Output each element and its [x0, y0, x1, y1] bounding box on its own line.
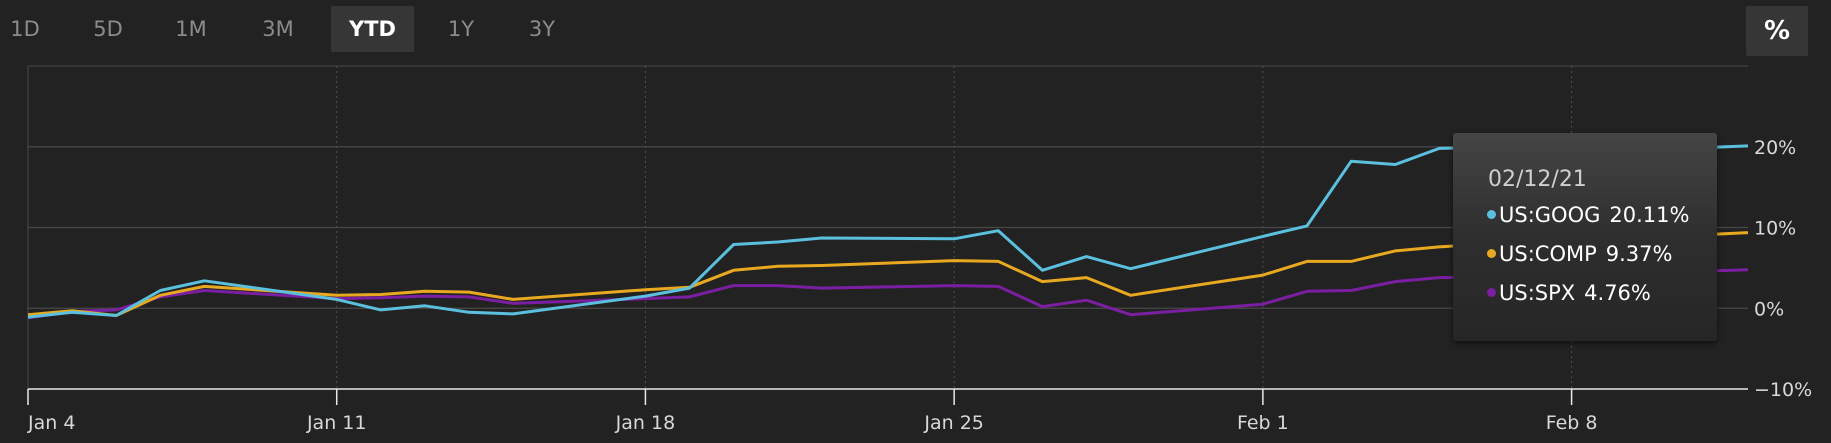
spx-series-dot-icon: [1487, 287, 1496, 297]
tooltip-series-value: 9.37%: [1605, 242, 1673, 266]
y-tick-label: −10%: [1754, 379, 1812, 401]
tooltip-row-spx: US:SPX 4.76%: [1487, 281, 1651, 305]
x-tick-label: Feb 8: [1546, 412, 1598, 434]
tooltip-series-value: 20.11%: [1609, 203, 1690, 227]
tooltip-series-name: US:SPX: [1499, 281, 1576, 305]
tooltip-series-value: 4.76%: [1584, 281, 1651, 305]
range-button-ytd[interactable]: YTD: [331, 6, 414, 52]
y-tick-label: 0%: [1754, 298, 1784, 320]
tooltip-row-comp: US:COMP 9.37%: [1487, 242, 1672, 266]
y-tick-label: 10%: [1754, 218, 1796, 240]
range-button-1y[interactable]: 1Y: [447, 17, 475, 41]
tooltip-series-name: US:COMP: [1499, 242, 1597, 266]
goog-series-dot-icon: [1487, 209, 1496, 219]
data-tooltip: 02/12/21 US:GOOG 20.11% US:COMP 9.37% US:S…: [1453, 133, 1717, 341]
range-button-3y[interactable]: 3Y: [528, 17, 556, 41]
x-tick-label: Feb 1: [1237, 412, 1289, 434]
x-tick-label: Jan 4: [27, 412, 75, 434]
x-tick-label: Jan 25: [923, 412, 984, 434]
range-button-5d[interactable]: 5D: [93, 17, 123, 41]
x-tick-label: Jan 18: [615, 412, 676, 434]
range-button-1m[interactable]: 1M: [175, 17, 207, 41]
tooltip-row-goog: US:GOOG 20.11%: [1487, 203, 1689, 227]
tooltip-series-name: US:GOOG: [1499, 203, 1601, 227]
tooltip-date: 02/12/21: [1488, 167, 1587, 192]
chart-axes: 20% 10% 0% −10% Jan 4 Jan 11 Jan 18 Jan 25 Feb 1…: [27, 137, 1812, 434]
range-button-1d[interactable]: 1D: [10, 17, 40, 41]
range-button-3m[interactable]: 3M: [262, 17, 294, 41]
x-tick-label: Jan 11: [306, 412, 367, 434]
comp-series-dot-icon: [1487, 248, 1496, 258]
percent-toggle-button[interactable]: %: [1746, 6, 1808, 56]
y-tick-label: 20%: [1754, 137, 1796, 159]
